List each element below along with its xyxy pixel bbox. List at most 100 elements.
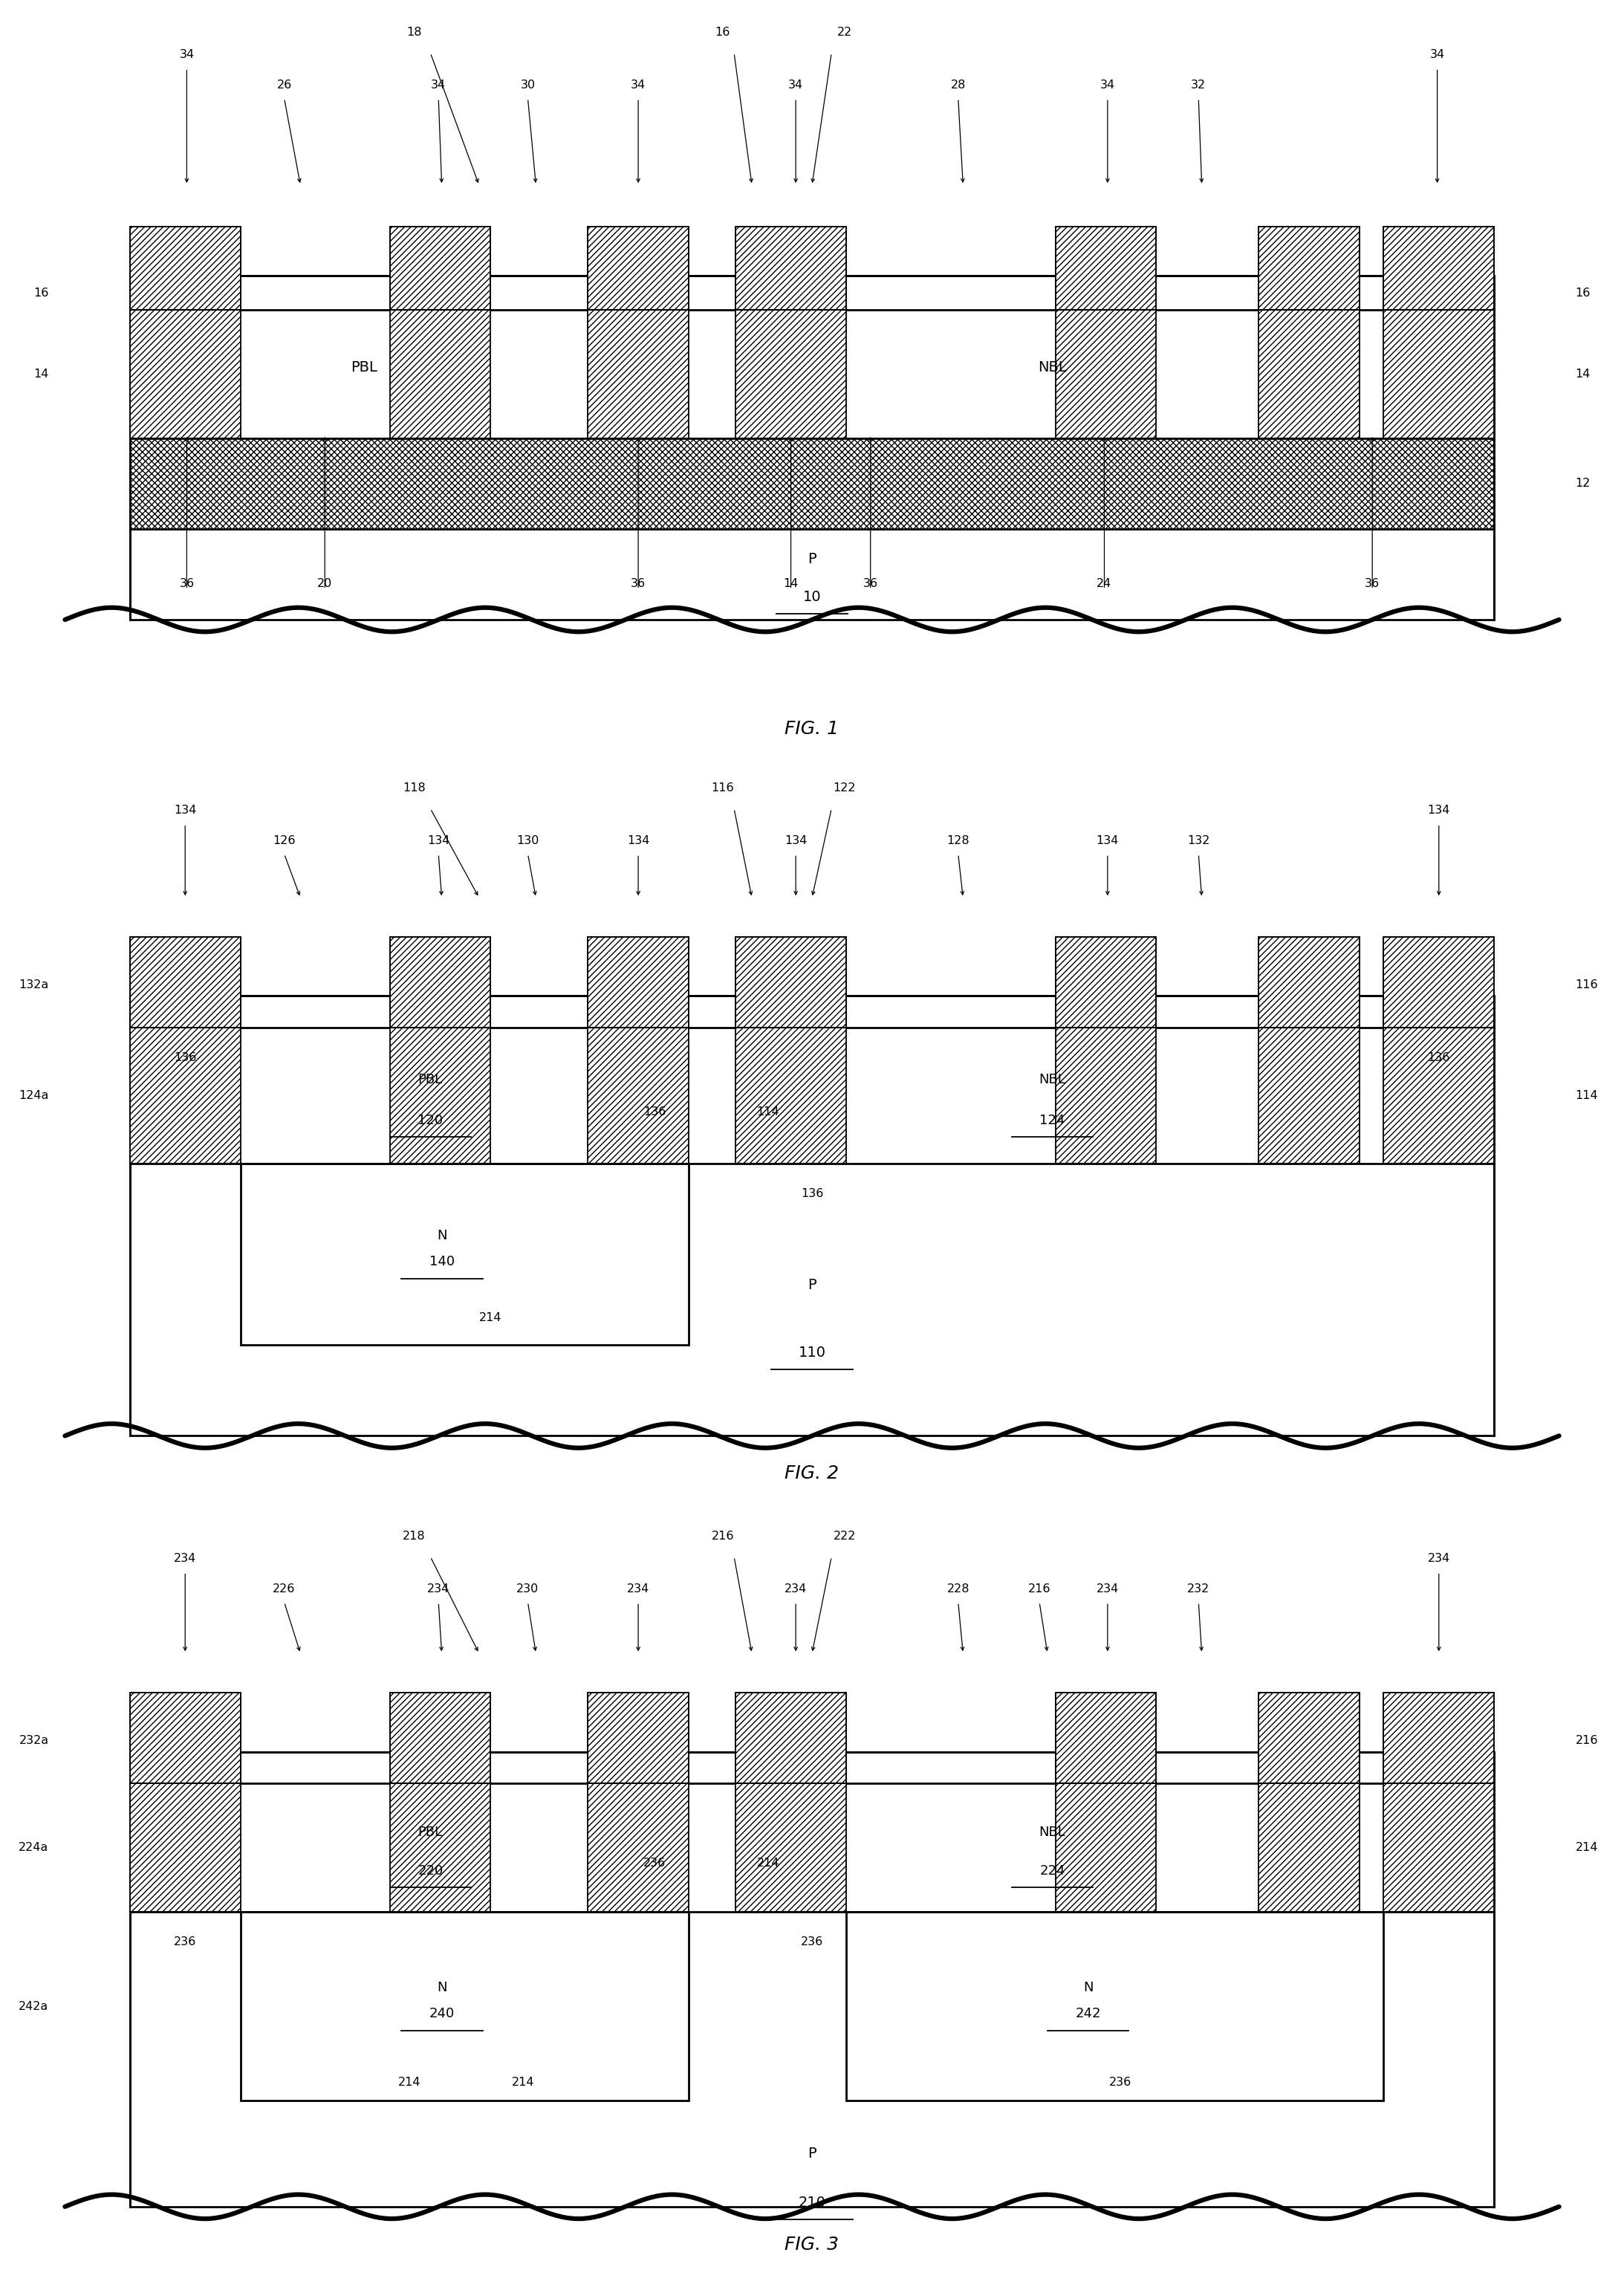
- Bar: [588, 1692, 689, 1784]
- Text: 214: 214: [512, 2077, 534, 2088]
- Text: PBL: PBL: [351, 360, 377, 376]
- Text: 226: 226: [273, 1582, 296, 1594]
- Bar: [390, 1784, 490, 1912]
- Bar: [588, 309, 689, 437]
- Bar: [588, 1784, 689, 1912]
- Text: 134: 134: [427, 836, 450, 847]
- Text: 214: 214: [398, 2077, 421, 2088]
- Text: 234: 234: [427, 1582, 450, 1594]
- Text: 118: 118: [403, 783, 425, 795]
- Text: 232: 232: [1187, 1582, 1210, 1594]
- Text: 18: 18: [406, 27, 422, 39]
- Bar: [130, 437, 1494, 529]
- Text: 126: 126: [273, 836, 296, 847]
- Text: 132: 132: [1187, 836, 1210, 847]
- Text: 236: 236: [1109, 2077, 1132, 2088]
- Text: 124a: 124a: [19, 1090, 49, 1101]
- Text: 224a: 224a: [19, 1841, 49, 1853]
- Bar: [736, 227, 846, 309]
- Text: 134: 134: [1096, 836, 1119, 847]
- Bar: [1056, 309, 1156, 437]
- Text: 14: 14: [783, 579, 799, 589]
- Text: 34: 34: [179, 50, 195, 60]
- Bar: [1259, 1028, 1359, 1163]
- Text: FIG. 3: FIG. 3: [784, 2235, 840, 2253]
- Bar: [1384, 1692, 1494, 1784]
- Text: 32: 32: [1190, 80, 1207, 92]
- Text: 34: 34: [788, 80, 804, 92]
- Text: 232a: 232a: [19, 1736, 49, 1745]
- Text: 120: 120: [417, 1113, 443, 1127]
- Text: 210: 210: [799, 2196, 825, 2210]
- Text: 236: 236: [643, 1857, 666, 1869]
- Text: 30: 30: [520, 80, 536, 92]
- Text: 234: 234: [174, 1553, 197, 1564]
- Text: 110: 110: [799, 1347, 825, 1360]
- Text: FIG. 1: FIG. 1: [784, 721, 840, 737]
- Bar: [1384, 937, 1494, 1028]
- Bar: [588, 1028, 689, 1163]
- Text: 224: 224: [1039, 1864, 1065, 1878]
- Bar: [1056, 1784, 1156, 1912]
- Text: 234: 234: [627, 1582, 650, 1594]
- Bar: [736, 309, 846, 437]
- Text: 114: 114: [757, 1106, 780, 1118]
- Bar: [1259, 227, 1359, 309]
- Text: 242: 242: [1075, 2008, 1101, 2020]
- Text: PBL: PBL: [417, 1072, 443, 1085]
- Text: 222: 222: [833, 1530, 856, 1541]
- Text: 114: 114: [1575, 1090, 1598, 1101]
- Text: 12: 12: [1575, 479, 1590, 490]
- Text: 214: 214: [479, 1312, 502, 1324]
- Bar: [1259, 309, 1359, 437]
- Text: NBL: NBL: [1038, 360, 1067, 376]
- Text: P: P: [807, 1278, 817, 1292]
- Bar: [130, 1752, 1494, 2208]
- Text: 14: 14: [34, 369, 49, 380]
- Text: 140: 140: [429, 1255, 455, 1269]
- Text: 22: 22: [836, 27, 853, 39]
- Text: 36: 36: [630, 579, 646, 589]
- Bar: [390, 309, 490, 437]
- Text: 116: 116: [711, 783, 734, 795]
- Bar: [736, 1784, 846, 1912]
- Text: 236: 236: [801, 1937, 823, 1949]
- Text: 20: 20: [317, 579, 333, 589]
- Text: 16: 16: [715, 27, 731, 39]
- Text: PBL: PBL: [417, 1825, 443, 1839]
- Bar: [240, 1912, 689, 2100]
- Text: 242a: 242a: [19, 2001, 49, 2013]
- Text: 136: 136: [1427, 1053, 1450, 1063]
- Text: 230: 230: [516, 1582, 539, 1594]
- Text: 134: 134: [174, 806, 197, 815]
- Text: 216: 216: [1575, 1736, 1598, 1745]
- Text: 10: 10: [802, 591, 822, 605]
- Text: 234: 234: [1096, 1582, 1119, 1594]
- Bar: [1259, 937, 1359, 1028]
- Bar: [130, 937, 240, 1028]
- Text: N: N: [437, 1981, 447, 1995]
- Bar: [1056, 1692, 1156, 1784]
- Bar: [130, 275, 1494, 621]
- Bar: [1384, 1784, 1494, 1912]
- Text: 136: 136: [643, 1106, 666, 1118]
- Bar: [130, 1028, 240, 1163]
- Text: 132a: 132a: [19, 980, 49, 989]
- Text: 234: 234: [784, 1582, 807, 1594]
- Text: 16: 16: [34, 286, 49, 298]
- Bar: [1384, 309, 1494, 437]
- Text: 216: 216: [1028, 1582, 1051, 1594]
- Text: 240: 240: [429, 2008, 455, 2020]
- Text: 36: 36: [862, 579, 879, 589]
- Text: 34: 34: [1429, 50, 1445, 60]
- Bar: [588, 227, 689, 309]
- Bar: [736, 1028, 846, 1163]
- Text: 14: 14: [1575, 369, 1590, 380]
- Bar: [1056, 1028, 1156, 1163]
- Text: 34: 34: [630, 80, 646, 92]
- Bar: [846, 1912, 1384, 2100]
- Bar: [390, 1692, 490, 1784]
- Bar: [130, 996, 1494, 1436]
- Bar: [1259, 1784, 1359, 1912]
- Text: P: P: [807, 2146, 817, 2162]
